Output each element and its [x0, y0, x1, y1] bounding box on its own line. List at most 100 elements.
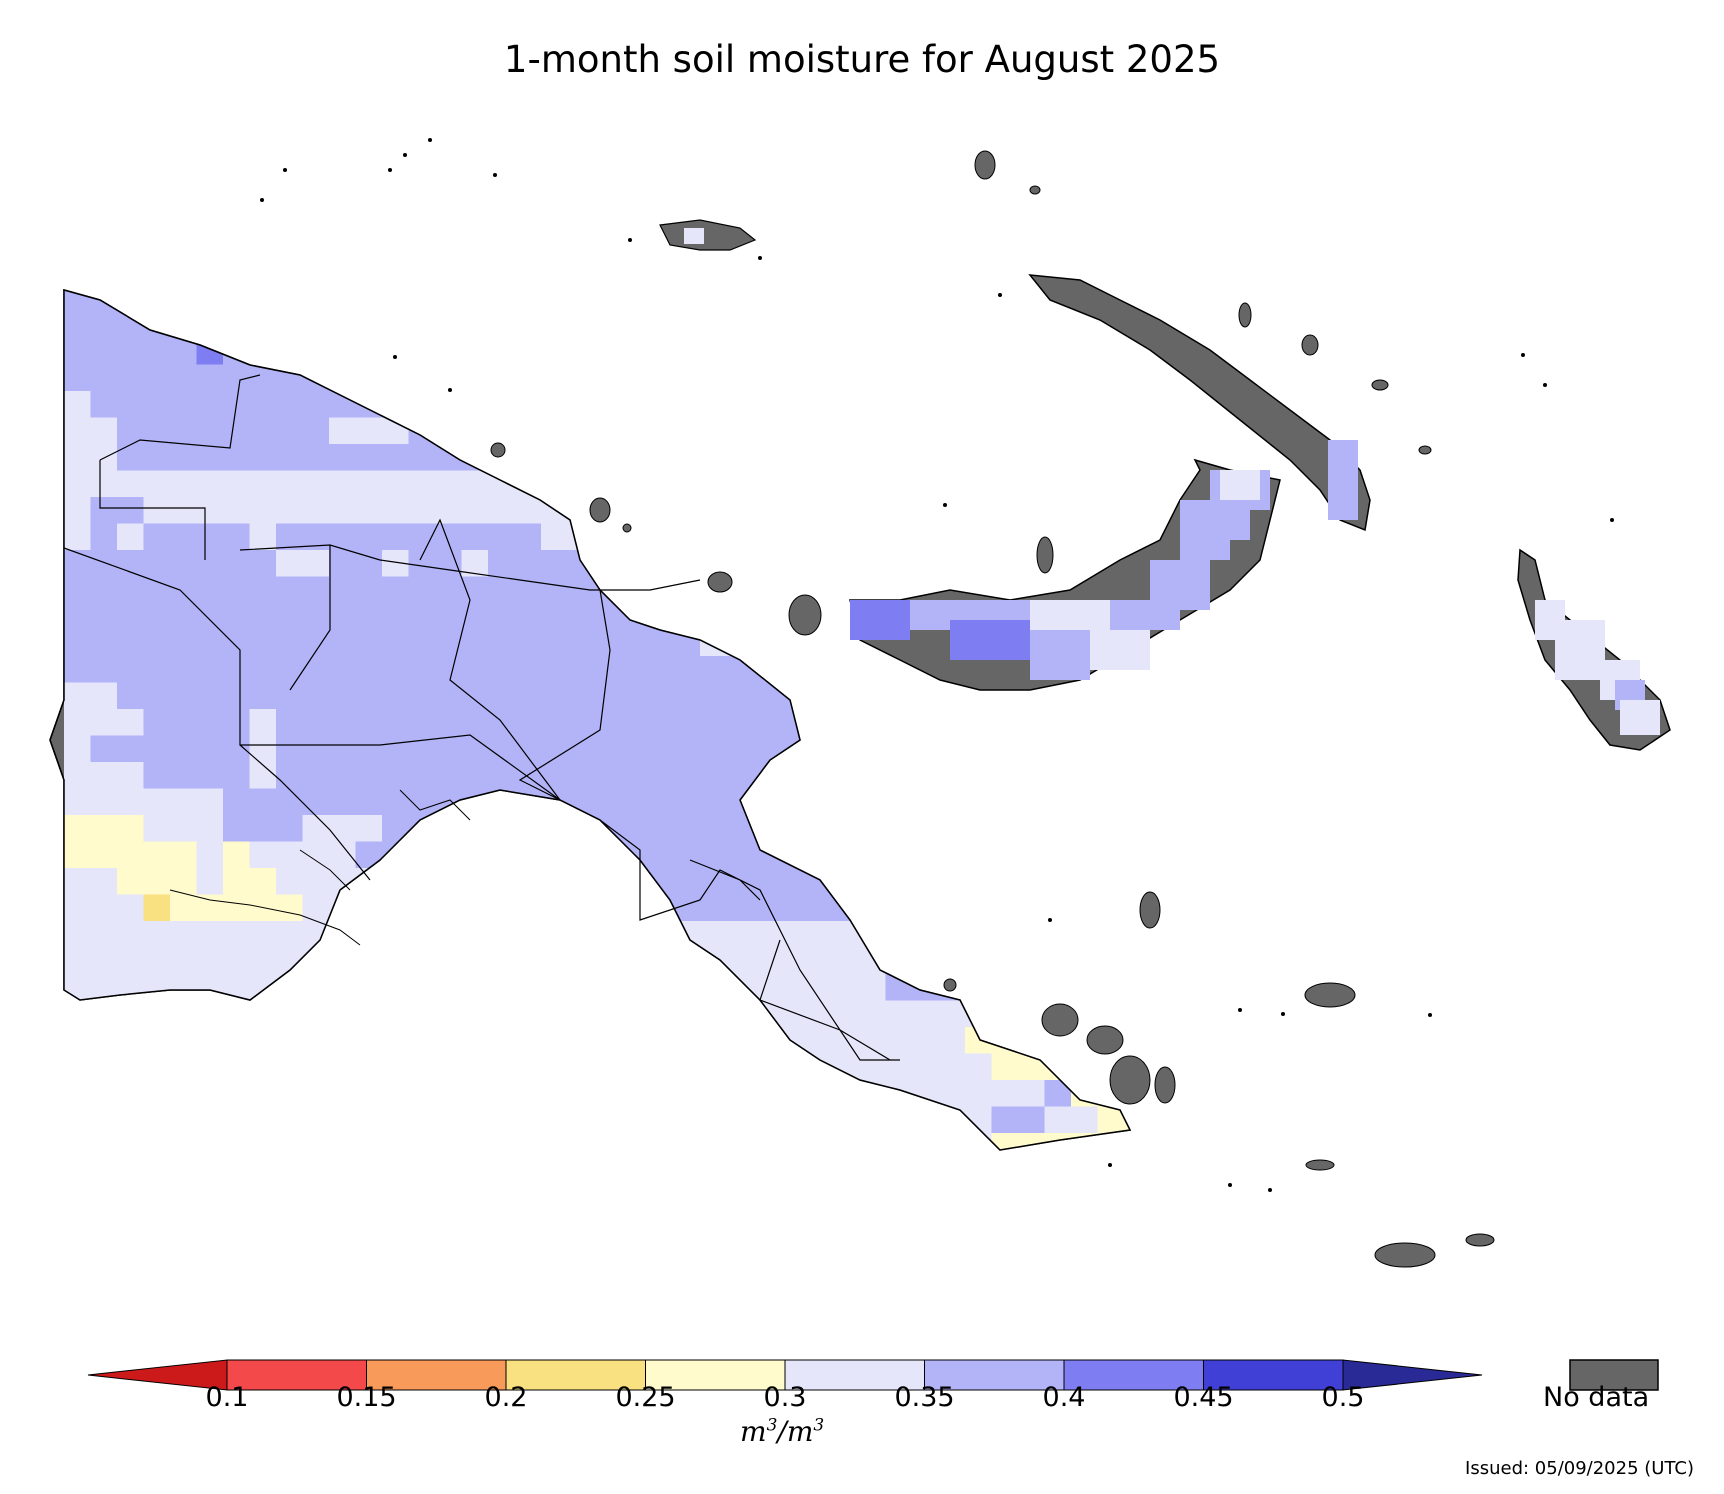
moisture-cell [276, 629, 303, 657]
mainland-coastline [49, 289, 1132, 1151]
moisture-cell [170, 603, 197, 630]
moisture-cell [912, 1027, 939, 1054]
moisture-cell [329, 550, 356, 577]
moisture-cell [355, 815, 383, 842]
moisture-cell [276, 417, 303, 445]
moisture-cell [355, 444, 383, 471]
moisture-cell [885, 1000, 913, 1028]
moisture-cell [461, 629, 489, 657]
moisture-cell [249, 682, 277, 710]
moisture-cell [700, 656, 727, 683]
moisture-cell [355, 788, 383, 816]
moisture-cell [382, 682, 409, 710]
moisture-cell [1150, 560, 1210, 610]
moisture-cell [64, 444, 91, 471]
moisture-cell [143, 841, 171, 869]
moisture-cell [806, 1000, 833, 1028]
moisture-cell [196, 815, 224, 842]
moisture-cell [329, 576, 356, 604]
moisture-cell [249, 470, 277, 498]
moisture-cell [276, 894, 303, 922]
moisture-cell [700, 682, 727, 710]
moisture-cell [302, 868, 330, 895]
river-delta [169, 789, 471, 946]
moisture-cell [90, 682, 118, 710]
moisture-cell [170, 550, 197, 577]
moisture-cell [355, 523, 383, 551]
moisture-cell [753, 868, 780, 895]
moisture-cell [302, 444, 330, 471]
moisture-cell [594, 762, 621, 789]
moisture-cell [541, 550, 568, 577]
moisture-cell [514, 682, 542, 710]
moisture-cell [196, 550, 224, 577]
moisture-cell [329, 470, 356, 498]
moisture-cell [64, 338, 91, 365]
moisture-cell [355, 603, 383, 630]
moisture-cell [223, 523, 250, 551]
moisture-cell [355, 470, 383, 498]
moisture-cell [647, 656, 674, 683]
moisture-cell [90, 470, 118, 498]
moisture-cell [514, 603, 542, 630]
moisture-cell [249, 947, 277, 975]
moisture-cell [753, 709, 780, 736]
moisture-cell [117, 735, 144, 763]
moisture-cell [90, 947, 118, 975]
moisture-cell [514, 497, 542, 524]
moisture-cell [143, 656, 171, 683]
moisture-cell [355, 629, 383, 657]
moisture-cell [143, 682, 171, 710]
moisture-cell [170, 497, 197, 524]
moisture-cell [170, 444, 197, 471]
moisture-cell [329, 815, 356, 842]
moisture-cell [779, 1000, 807, 1028]
moisture-cell [117, 629, 144, 657]
moisture-cell [196, 629, 224, 657]
moisture-cell [567, 735, 595, 763]
moisture-cell [170, 788, 197, 816]
moisture-cell [90, 523, 118, 551]
moisture-cell [276, 656, 303, 683]
moisture-cell [64, 894, 91, 922]
moisture-cell [779, 947, 807, 975]
moisture-cell [567, 762, 595, 789]
moisture-cell [673, 841, 701, 869]
moisture-cell [90, 735, 118, 763]
moisture-cell [382, 629, 409, 657]
moisture-cell [117, 576, 144, 604]
moisture-cell [991, 1106, 1019, 1134]
moisture-cell [355, 417, 383, 445]
small-islands [490, 150, 1495, 1268]
moisture-cell [143, 470, 171, 498]
moisture-cell [64, 815, 91, 842]
moisture-cell [143, 338, 171, 365]
moisture-cell [620, 656, 648, 683]
moisture-cell [329, 417, 356, 445]
moisture-cell [620, 735, 648, 763]
moisture-cell [382, 523, 409, 551]
moisture-cell [700, 762, 727, 789]
moisture-cell [196, 523, 224, 551]
moisture-cell [700, 921, 727, 948]
moisture-cell [276, 603, 303, 630]
moisture-cell [249, 444, 277, 471]
moisture-cell [223, 894, 250, 922]
moisture-cell [170, 894, 197, 922]
moisture-cell [143, 947, 171, 975]
moisture-cell [355, 656, 383, 683]
moisture-cell [223, 576, 250, 604]
moisture-cell [249, 841, 277, 869]
moisture-cell [249, 762, 277, 789]
moisture-cell [143, 629, 171, 657]
moisture-cell [832, 1027, 860, 1054]
moisture-cell [859, 1000, 886, 1028]
moisture-cell [143, 417, 171, 445]
moisture-cell [196, 417, 224, 445]
moisture-cell [461, 470, 489, 498]
moisture-cell [673, 788, 701, 816]
colorbar-bin [645, 1359, 786, 1391]
moisture-cell [170, 364, 197, 392]
moisture-cell [938, 1027, 966, 1054]
moisture-cell [170, 629, 197, 657]
